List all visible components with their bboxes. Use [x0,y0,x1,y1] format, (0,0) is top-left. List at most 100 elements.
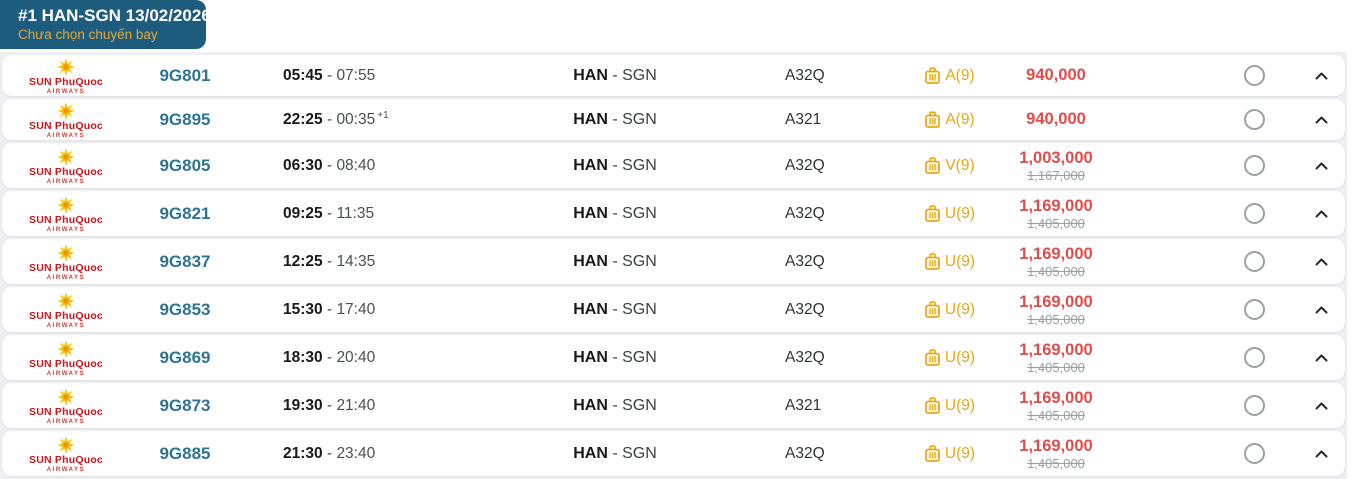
airline-name: SUN PhuQuoc [29,453,103,466]
price-current: 1,169,000 [1019,292,1093,311]
airline-name: SUN PhuQuoc [29,213,103,226]
luggage-icon [925,253,940,270]
flight-row[interactable]: SUN PhuQuoc AIRWAYS 9G805 06:30 - 08:40 … [2,143,1345,188]
aircraft-type: A32Q [785,156,825,174]
collapse-row-button[interactable] [1312,110,1332,130]
select-flight-radio[interactable] [1244,251,1265,272]
select-flight-radio[interactable] [1244,65,1265,86]
price-block: 1,169,000 1,405,000 [1000,437,1112,471]
airline-name-sub: AIRWAYS [46,466,86,473]
collapse-row-button[interactable] [1312,252,1332,272]
aircraft-type: A321 [785,396,822,414]
destination-code: SGN [622,252,657,270]
select-flight-radio[interactable] [1244,299,1265,320]
departure-time: 09:25 [283,205,323,223]
collapse-row-button[interactable] [1312,444,1332,464]
sun-logo-icon [57,243,75,262]
flight-row[interactable]: SUN PhuQuoc AIRWAYS 9G801 05:45 - 07:55 … [2,55,1345,96]
price-original: 1,405,000 [1027,215,1085,231]
flight-number: 9G869 [159,347,211,367]
destination-code: SGN [622,444,657,462]
origin-code: HAN [573,444,608,462]
price-original: 1,405,000 [1027,263,1085,279]
flight-times: 09:25 - 11:35 [283,205,375,223]
departure-time: 18:30 [283,349,323,367]
route: HAN - SGN [573,110,657,128]
flight-number: 9G873 [159,395,211,415]
destination-code: SGN [622,396,657,414]
price-block: 940,000 [1000,110,1112,129]
price-original: 1,167,000 [1027,167,1085,183]
fare-class-label: U(9) [944,204,976,222]
select-flight-radio[interactable] [1244,443,1265,464]
flight-times: 18:30 - 20:40 [283,349,376,367]
origin-code: HAN [573,300,608,318]
flight-number: 9G853 [159,299,211,319]
flight-row[interactable]: SUN PhuQuoc AIRWAYS 9G821 09:25 - 11:35 … [2,191,1345,236]
trip-tab[interactable]: #1 HAN-SGN 13/02/2026 Chưa chọn chuyến b… [0,0,211,49]
arrival-time: 14:35 [336,253,376,271]
fare-class: V(9) [900,157,1000,175]
sun-logo-icon [57,387,75,406]
collapse-row-button[interactable] [1312,204,1332,224]
select-flight-radio[interactable] [1244,155,1265,176]
airline-name: SUN PhuQuoc [29,75,103,88]
airline-name-sub: AIRWAYS [46,370,86,377]
sun-logo-icon [57,101,75,120]
flight-number: 9G885 [159,443,211,463]
route: HAN - SGN [573,300,657,318]
arrival-time: 20:40 [336,349,376,367]
price-block: 940,000 [1000,66,1112,85]
chevron-up-icon [1315,450,1328,457]
collapse-row-button[interactable] [1312,66,1332,86]
arrival-time: 07:55 [336,67,376,85]
arrival-time: 21:40 [336,397,376,415]
price-original: 1,405,000 [1027,311,1085,327]
airline-logo: SUN PhuQuoc AIRWAYS [2,195,130,233]
fare-class: A(9) [900,67,1000,85]
fare-class-label: U(9) [944,300,976,318]
airline-logo: SUN PhuQuoc AIRWAYS [2,57,130,95]
flight-row[interactable]: SUN PhuQuoc AIRWAYS 9G895 22:25 - 00:35 +… [2,99,1345,140]
flight-row[interactable]: SUN PhuQuoc AIRWAYS 9G837 12:25 - 14:35 … [2,239,1345,284]
flight-row[interactable]: SUN PhuQuoc AIRWAYS 9G873 19:30 - 21:40 … [2,383,1345,428]
price-block: 1,169,000 1,405,000 [1000,389,1112,423]
price-original: 1,405,000 [1027,455,1085,471]
airline-name-sub: AIRWAYS [46,274,86,281]
departure-time: 05:45 [283,67,323,85]
flight-row[interactable]: SUN PhuQuoc AIRWAYS 9G869 18:30 - 20:40 … [2,335,1345,380]
collapse-row-button[interactable] [1312,396,1332,416]
flight-row[interactable]: SUN PhuQuoc AIRWAYS 9G853 15:30 - 17:40 … [2,287,1345,332]
collapse-row-button[interactable] [1312,300,1332,320]
fare-class: U(9) [900,253,1000,271]
select-flight-radio[interactable] [1244,347,1265,368]
airline-logo: SUN PhuQuoc AIRWAYS [2,243,130,281]
sun-logo-icon [57,57,75,76]
destination-code: SGN [622,110,657,128]
destination-code: SGN [622,348,657,366]
airline-logo: SUN PhuQuoc AIRWAYS [2,147,130,185]
select-flight-radio[interactable] [1244,203,1265,224]
price-current: 1,169,000 [1019,436,1093,455]
sun-logo-icon [57,195,75,214]
price-current: 1,003,000 [1019,148,1093,167]
select-flight-radio[interactable] [1244,109,1265,130]
airline-name-sub: AIRWAYS [46,226,86,233]
price-block: 1,169,000 1,405,000 [1000,293,1112,327]
select-flight-radio[interactable] [1244,395,1265,416]
chevron-up-icon [1315,354,1328,361]
aircraft-type: A321 [785,110,822,128]
airline-name-sub: AIRWAYS [46,88,86,95]
flight-times: 21:30 - 23:40 [283,445,376,463]
chevron-up-icon [1315,402,1328,409]
collapse-row-button[interactable] [1312,156,1332,176]
destination-code: SGN [622,66,657,84]
flight-list: SUN PhuQuoc AIRWAYS 9G801 05:45 - 07:55 … [0,52,1347,479]
origin-code: HAN [573,396,608,414]
flight-row[interactable]: SUN PhuQuoc AIRWAYS 9G885 21:30 - 23:40 … [2,431,1345,476]
aircraft-type: A32Q [785,444,825,462]
airline-name-sub: AIRWAYS [46,418,86,425]
fare-class-label: U(9) [944,396,976,414]
aircraft-type: A32Q [785,204,825,222]
collapse-row-button[interactable] [1312,348,1332,368]
